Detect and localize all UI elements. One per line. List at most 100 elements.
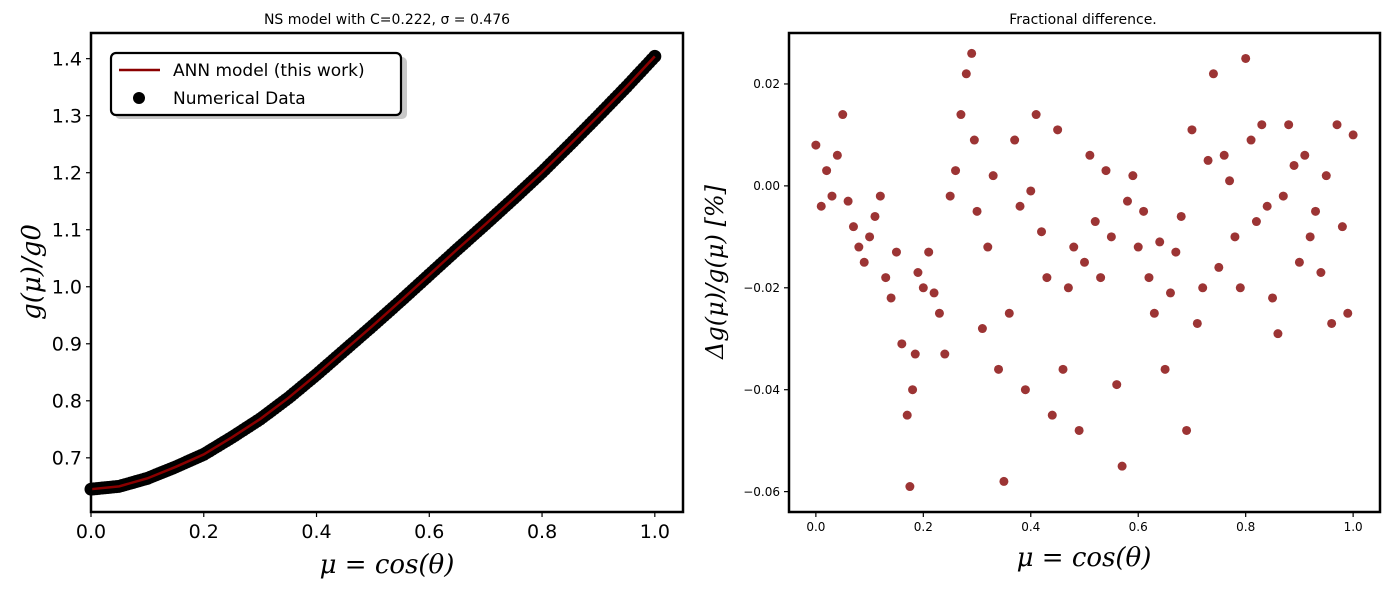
fractional-difference-point [1251, 217, 1261, 227]
right-chart: Fractional difference. −0.06 −0.04 −0.02 0.… [701, 12, 1382, 573]
fractional-difference-point [1273, 329, 1283, 339]
fractional-difference-point [1192, 318, 1202, 328]
y-tick-label: 1.2 [52, 162, 82, 184]
x-tick-label: 0.8 [1236, 520, 1255, 534]
fractional-difference-point [1203, 155, 1213, 165]
y-tick-label: 0.8 [52, 390, 82, 412]
fractional-difference-point [994, 364, 1004, 374]
fractional-difference-point [1311, 206, 1321, 216]
fractional-difference-point [1176, 211, 1186, 221]
fractional-difference-point [848, 222, 858, 232]
left-axes-frame [89, 31, 685, 514]
fractional-difference-point [951, 166, 961, 176]
left-y-ticks: 0.7 0.8 0.9 1.0 1.1 1.2 1.3 1.4 [52, 48, 91, 469]
fractional-difference-point [838, 110, 848, 120]
fractional-difference-point [1316, 268, 1326, 277]
fractional-difference-point [1289, 160, 1299, 170]
fractional-difference-point [1235, 283, 1245, 293]
fractional-difference-point [983, 242, 993, 252]
fractional-difference-point [1305, 232, 1315, 242]
x-tick-label: 0.6 [1129, 520, 1148, 534]
left-legend: ANN model (this work) Numerical Data [109, 51, 407, 119]
left-y-axis-label: g(μ)/g0 [17, 224, 47, 320]
fractional-difference-point [1053, 125, 1063, 135]
x-tick-label: 0.4 [301, 521, 331, 543]
fractional-difference-point [1106, 232, 1116, 242]
left-x-axis-label: μ = cos(θ) [320, 550, 455, 580]
fractional-difference-point [1278, 191, 1288, 201]
y-tick-label: 0.02 [753, 77, 780, 91]
x-tick-label: 0.4 [1021, 520, 1040, 534]
fractional-difference-point [988, 171, 998, 181]
ann-model-line [90, 55, 656, 491]
fractional-difference-point [961, 69, 971, 79]
fractional-difference-point [1268, 293, 1278, 303]
y-tick-label: 0.7 [52, 447, 82, 469]
fractional-difference-point [1020, 385, 1030, 395]
fractional-difference-point [1026, 186, 1036, 196]
x-tick-label: 0.6 [414, 521, 444, 543]
fractional-difference-point [902, 410, 912, 420]
fractional-difference-point [870, 211, 880, 221]
x-tick-label: 0.2 [914, 520, 933, 534]
y-tick-label: 0.9 [52, 333, 82, 355]
fractional-difference-point [1047, 410, 1057, 420]
x-tick-label: 0.0 [806, 520, 825, 534]
fractional-difference-point [977, 324, 987, 334]
fractional-difference-point [910, 349, 920, 359]
fractional-difference-point [1117, 461, 1127, 471]
fractional-difference-point [969, 135, 979, 145]
fractional-difference-point [827, 191, 837, 201]
fractional-difference-point [1198, 283, 1208, 293]
fractional-difference-point [940, 349, 950, 359]
y-tick-label: 1.3 [52, 105, 82, 127]
fractional-difference-point [945, 191, 955, 201]
fractional-difference-point [1300, 150, 1310, 160]
fractional-difference-point [1037, 227, 1047, 237]
fractional-difference-point [1085, 150, 1095, 160]
x-tick-label: 0.8 [527, 521, 557, 543]
fractional-difference-point [972, 206, 982, 216]
x-tick-label: 1.0 [1344, 520, 1363, 534]
legend-entry-numerical-data: Numerical Data [173, 89, 306, 109]
fractional-difference-point [1080, 257, 1089, 267]
fractional-difference-point [929, 288, 939, 298]
fractional-difference-point [1139, 206, 1149, 216]
fractional-difference-point [1042, 273, 1052, 283]
fractional-difference-point [816, 201, 826, 211]
fractional-difference-point [1010, 135, 1020, 145]
fractional-difference-point [886, 293, 896, 303]
fractional-difference-point [1337, 222, 1347, 232]
legend-entry-ann-model: ANN model (this work) [173, 61, 365, 81]
right-axes-frame [787, 31, 1382, 514]
y-tick-label: −0.04 [743, 383, 780, 397]
fractional-difference-point [956, 110, 966, 120]
right-y-ticks: −0.06 −0.04 −0.02 0.00 0.02 [743, 77, 789, 499]
fractional-difference-point [1155, 237, 1165, 247]
fractional-difference-point [913, 268, 923, 277]
fractional-difference-point [1343, 308, 1353, 318]
fractional-difference-point [1063, 283, 1073, 293]
left-plot-area [84, 49, 662, 496]
fractional-difference-point [1069, 242, 1079, 252]
right-chart-title: Fractional difference. [1009, 12, 1157, 28]
fractional-difference-point [1332, 120, 1342, 130]
fractional-difference-point [905, 482, 915, 492]
fractional-difference-point [1294, 257, 1304, 267]
x-tick-label: 0.2 [189, 521, 219, 543]
fractional-difference-point [918, 283, 928, 293]
fractional-difference-point [843, 196, 853, 206]
y-tick-label: −0.06 [743, 485, 780, 499]
y-tick-label: 1.1 [52, 219, 82, 241]
fractional-difference-point [1230, 232, 1240, 242]
fractional-difference-point [1214, 262, 1224, 272]
fractional-difference-point [1101, 166, 1111, 176]
fractional-difference-point [859, 257, 869, 267]
fractional-difference-point [1284, 120, 1294, 130]
left-chart: NS model with C=0.222, σ = 0.476 0.70.80… [17, 12, 685, 580]
fractional-difference-point [1171, 247, 1181, 257]
fractional-difference-point [1133, 242, 1143, 252]
fractional-difference-point [897, 339, 907, 349]
fractional-difference-point [881, 273, 891, 283]
